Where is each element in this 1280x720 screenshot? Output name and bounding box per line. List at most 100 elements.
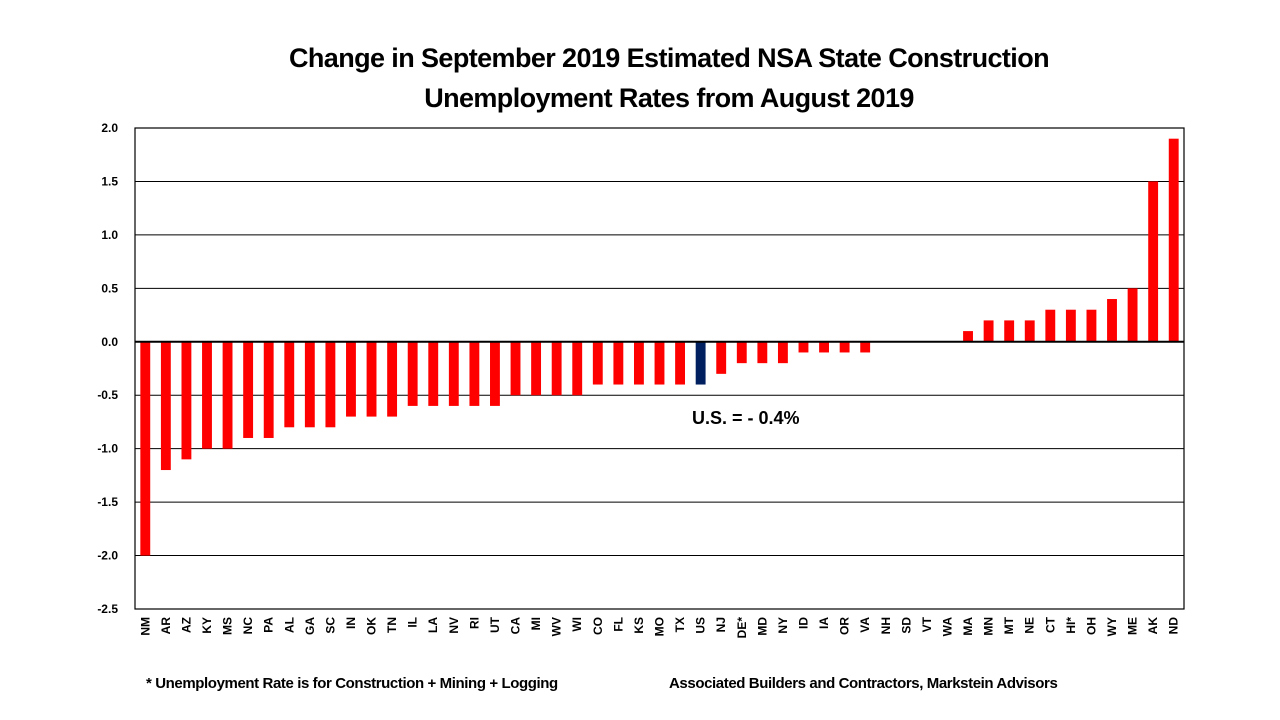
bar-or bbox=[839, 341, 850, 353]
bar-ga bbox=[304, 341, 315, 428]
bar-ok bbox=[366, 341, 377, 417]
x-axis-category-labels: NM AR AZ KY MS NC PA AL GA SC IN OK TN IL LA NV RI UT CA MI… bbox=[138, 616, 1180, 638]
x-category-label: CA bbox=[509, 617, 523, 635]
bars bbox=[140, 138, 1179, 556]
bar-mi bbox=[531, 341, 542, 396]
x-category-label: WA bbox=[940, 617, 954, 637]
x-category-label: MS bbox=[221, 617, 235, 635]
bar-wi bbox=[572, 341, 583, 396]
x-category-label: OK bbox=[365, 617, 379, 635]
bar-us bbox=[695, 341, 706, 385]
source-credit: Associated Builders and Contractors, Mar… bbox=[669, 675, 1058, 692]
x-category-label: MD bbox=[755, 617, 769, 636]
bar-hi bbox=[1065, 309, 1076, 342]
bar-nc bbox=[243, 341, 254, 438]
x-category-label: HI* bbox=[1064, 617, 1078, 634]
x-category-label: MO bbox=[653, 617, 667, 636]
x-category-label: DE* bbox=[735, 617, 749, 639]
bar-nd bbox=[1168, 138, 1179, 342]
bar-ri bbox=[469, 341, 480, 406]
bar-ky bbox=[202, 341, 212, 449]
x-category-label: AK bbox=[1146, 617, 1160, 635]
x-category-label: OR bbox=[838, 617, 852, 635]
chart-title-line-1: Change in September 2019 Estimated NSA S… bbox=[289, 43, 1050, 73]
bar-tx bbox=[675, 341, 686, 385]
x-category-label: OH bbox=[1084, 617, 1098, 635]
bar-de bbox=[736, 341, 747, 364]
y-tick-label: -0.5 bbox=[97, 388, 118, 402]
x-category-label: NV bbox=[447, 617, 461, 634]
x-category-label: IL bbox=[406, 617, 420, 628]
x-category-label: CO bbox=[591, 617, 605, 635]
bar-co bbox=[592, 341, 603, 385]
x-category-label: GA bbox=[303, 617, 317, 635]
x-category-label: MT bbox=[1002, 616, 1016, 634]
bar-nm bbox=[140, 341, 151, 556]
x-category-label: WI bbox=[570, 617, 584, 632]
bar-fl bbox=[613, 341, 624, 385]
x-category-label: NY bbox=[776, 617, 790, 634]
chart-title-line-2: Unemployment Rates from August 2019 bbox=[424, 83, 914, 113]
bar-az bbox=[181, 341, 192, 460]
bar-nj bbox=[716, 341, 727, 374]
y-tick-label: 0.5 bbox=[101, 281, 118, 295]
x-category-label: VA bbox=[858, 617, 872, 633]
bar-va bbox=[860, 341, 871, 353]
x-category-label: IN bbox=[344, 617, 358, 629]
y-tick-label: 0.0 bbox=[101, 335, 118, 349]
y-tick-label: -2.5 bbox=[97, 602, 118, 616]
bar-ar bbox=[160, 341, 171, 471]
x-category-label: PA bbox=[262, 617, 276, 633]
y-tick-label: 1.5 bbox=[101, 174, 118, 188]
x-category-label: FL bbox=[611, 617, 625, 632]
bar-pa bbox=[263, 341, 274, 438]
bar-ms bbox=[222, 341, 233, 449]
bar-ct bbox=[1045, 309, 1056, 342]
x-category-label: ME bbox=[1126, 617, 1140, 635]
x-category-label: NC bbox=[241, 617, 255, 635]
bar-ia bbox=[819, 341, 829, 353]
x-category-label: NJ bbox=[714, 617, 728, 632]
x-category-label: MN bbox=[982, 617, 996, 636]
x-category-label: MI bbox=[529, 617, 543, 630]
bar-wv bbox=[551, 341, 562, 396]
bar-nv bbox=[448, 341, 459, 406]
x-category-label: NH bbox=[879, 617, 893, 634]
bar-mo bbox=[654, 341, 665, 385]
axes bbox=[134, 127, 1185, 610]
bar-me bbox=[1127, 288, 1138, 342]
x-category-label: IA bbox=[817, 617, 831, 629]
bar-ca bbox=[510, 341, 521, 396]
x-category-label: UT bbox=[488, 616, 502, 633]
bar-il bbox=[407, 341, 418, 406]
bar-mt bbox=[1004, 320, 1015, 342]
x-category-label: SC bbox=[323, 617, 337, 634]
y-tick-label: 2.0 bbox=[101, 121, 118, 135]
x-category-label: KY bbox=[200, 617, 214, 634]
bar-ma bbox=[963, 331, 973, 342]
bar-al bbox=[284, 341, 295, 428]
x-category-label: RI bbox=[467, 617, 481, 629]
x-category-label: VT bbox=[920, 616, 934, 632]
bar-id bbox=[798, 341, 809, 353]
plot-frame bbox=[134, 127, 1185, 610]
y-tick-label: -2.0 bbox=[97, 549, 118, 563]
y-tick-label: -1.0 bbox=[97, 442, 118, 456]
x-category-label: CT bbox=[1043, 616, 1057, 633]
bar-la bbox=[428, 341, 439, 406]
x-category-label: AZ bbox=[179, 617, 193, 633]
bar-wy bbox=[1107, 299, 1117, 342]
us-annotation: U.S. = - 0.4% bbox=[692, 408, 800, 428]
bar-oh bbox=[1086, 309, 1097, 342]
bar-mn bbox=[983, 320, 994, 342]
bar-ut bbox=[490, 341, 500, 406]
x-category-label: TX bbox=[673, 617, 687, 632]
bar-in bbox=[346, 341, 356, 417]
x-category-label: AR bbox=[159, 617, 173, 635]
x-category-label: MA bbox=[961, 617, 975, 636]
bar-ny bbox=[777, 341, 788, 364]
x-category-label: SD bbox=[899, 617, 913, 634]
chart-title: Change in September 2019 Estimated NSA S… bbox=[0, 38, 1280, 118]
x-category-label: US bbox=[694, 617, 708, 634]
